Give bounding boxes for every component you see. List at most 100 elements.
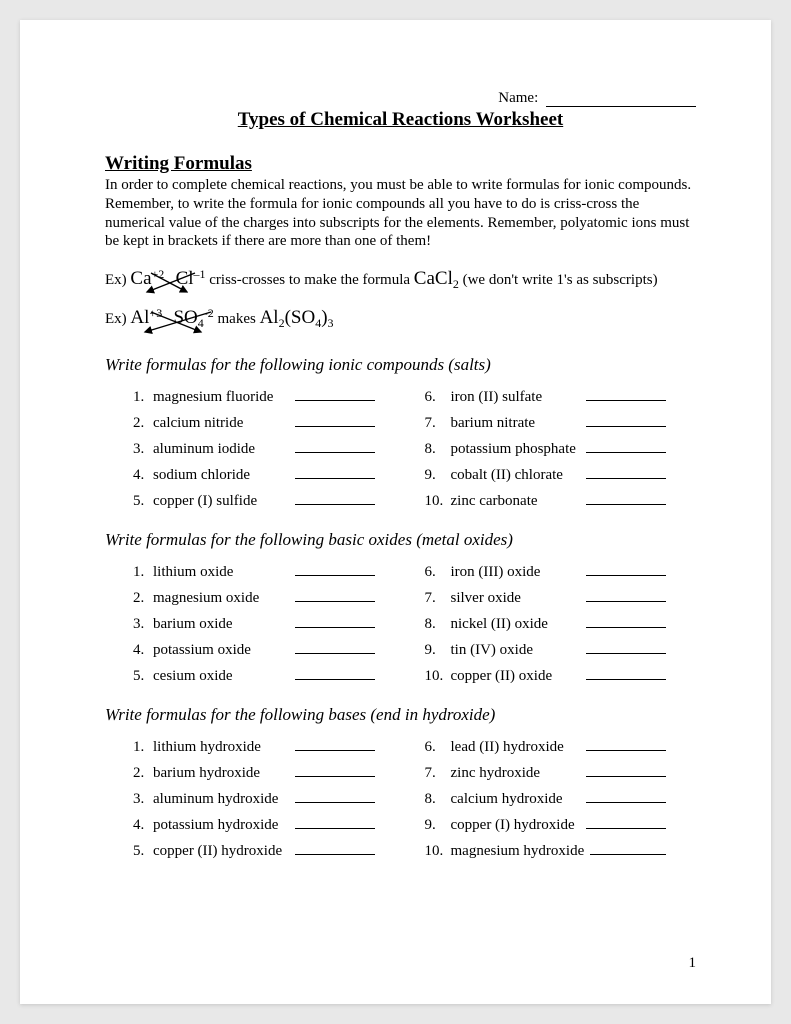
- item-number: 3.: [133, 791, 153, 808]
- compound-name: magnesium oxide: [153, 590, 265, 607]
- list-item: 9.copper (I) hydroxide: [425, 817, 697, 834]
- item-number: 4.: [133, 817, 153, 834]
- item-number: 5.: [133, 668, 153, 685]
- ex2-rc-sub: 3: [328, 316, 334, 330]
- compound-name: lithium hydroxide: [153, 739, 267, 756]
- item-number: 4.: [133, 642, 153, 659]
- item-number: 5.: [133, 843, 153, 860]
- section-writing-formulas-head: Writing Formulas: [105, 153, 696, 175]
- answer-blank[interactable]: [586, 415, 666, 427]
- item-number: 8.: [425, 616, 451, 633]
- answer-blank[interactable]: [295, 616, 375, 628]
- item-number: 10.: [425, 843, 451, 860]
- item-number: 2.: [133, 415, 153, 432]
- answer-blank[interactable]: [586, 668, 666, 680]
- ex1-result: CaCl: [414, 268, 453, 289]
- compound-name: aluminum hydroxide: [153, 791, 284, 808]
- list-item: 5.cesium oxide: [133, 668, 405, 685]
- item-number: 6.: [425, 564, 451, 581]
- list-item: 9.tin (IV) oxide: [425, 642, 697, 659]
- ex1-charge1: +2: [152, 267, 165, 281]
- answer-blank[interactable]: [586, 739, 666, 751]
- compound-name: calcium nitride: [153, 415, 249, 432]
- answer-blank[interactable]: [586, 590, 666, 602]
- page-number: 1: [689, 955, 697, 972]
- answer-blank[interactable]: [586, 441, 666, 453]
- answer-blank[interactable]: [295, 668, 375, 680]
- answer-blank[interactable]: [295, 590, 375, 602]
- sections-container: Write formulas for the following ionic c…: [105, 355, 696, 860]
- answer-blank[interactable]: [295, 791, 375, 803]
- answer-blank[interactable]: [586, 765, 666, 777]
- item-number: 3.: [133, 616, 153, 633]
- ex2-mid: makes: [214, 311, 260, 327]
- compound-name: potassium hydroxide: [153, 817, 284, 834]
- answer-blank[interactable]: [295, 564, 375, 576]
- ex1-charge2: –1: [194, 267, 206, 281]
- answer-blank[interactable]: [586, 791, 666, 803]
- ex2-charge2: -2: [204, 306, 214, 320]
- compound-name: calcium hydroxide: [451, 791, 569, 808]
- compound-name: barium nitrate: [451, 415, 542, 432]
- item-number: 6.: [425, 389, 451, 406]
- list-item: 6.iron (II) sulfate: [425, 389, 697, 406]
- compound-name: aluminum iodide: [153, 441, 261, 458]
- answer-blank[interactable]: [295, 389, 375, 401]
- list-item: 3.barium oxide: [133, 616, 405, 633]
- list-item: 6.lead (II) hydroxide: [425, 739, 697, 756]
- list-item: 8.calcium hydroxide: [425, 791, 697, 808]
- list-item: 7.silver oxide: [425, 590, 697, 607]
- worksheet-page: Name: Types of Chemical Reactions Worksh…: [20, 20, 771, 1004]
- name-input-blank[interactable]: [546, 106, 696, 107]
- ex1-ion1: Ca: [130, 268, 151, 289]
- item-number: 9.: [425, 467, 451, 484]
- answer-blank[interactable]: [586, 616, 666, 628]
- answer-blank[interactable]: [590, 843, 666, 855]
- ex1-ion2: Cl: [176, 268, 194, 289]
- item-number: 3.: [133, 441, 153, 458]
- ex1-prefix: Ex): [105, 272, 130, 288]
- answer-blank[interactable]: [295, 467, 375, 479]
- answer-blank[interactable]: [295, 493, 375, 505]
- answer-blank[interactable]: [586, 642, 666, 654]
- answer-blank[interactable]: [295, 441, 375, 453]
- item-number: 1.: [133, 739, 153, 756]
- answer-blank[interactable]: [586, 817, 666, 829]
- subsection-head: Write formulas for the following basic o…: [105, 530, 696, 550]
- item-number: 5.: [133, 493, 153, 510]
- ex2-rb: (SO: [285, 307, 316, 328]
- item-number: 9.: [425, 817, 451, 834]
- item-number: 7.: [425, 590, 451, 607]
- list-item: 10.zinc carbonate: [425, 493, 697, 510]
- answer-blank[interactable]: [295, 642, 375, 654]
- item-number: 7.: [425, 765, 451, 782]
- list-item: 5.copper (II) hydroxide: [133, 843, 405, 860]
- ex2-ion1: Al: [130, 307, 149, 328]
- compound-name: sodium chloride: [153, 467, 256, 484]
- item-number: 4.: [133, 467, 153, 484]
- answer-blank[interactable]: [586, 493, 666, 505]
- answer-blank[interactable]: [586, 467, 666, 479]
- answer-blank[interactable]: [295, 765, 375, 777]
- subsection-head: Write formulas for the following bases (…: [105, 705, 696, 725]
- subsection-head: Write formulas for the following ionic c…: [105, 355, 696, 375]
- compound-name: magnesium fluoride: [153, 389, 279, 406]
- item-number: 8.: [425, 791, 451, 808]
- answer-blank[interactable]: [586, 389, 666, 401]
- answer-blank[interactable]: [295, 415, 375, 427]
- answer-blank[interactable]: [295, 739, 375, 751]
- ex1-note: (we don't write 1's as subscripts): [459, 272, 658, 288]
- compound-name: copper (I) hydroxide: [451, 817, 581, 834]
- list-item: 5.copper (I) sulfide: [133, 493, 405, 510]
- compound-name: zinc hydroxide: [451, 765, 547, 782]
- compound-name: silver oxide: [451, 590, 527, 607]
- list-item: 7.barium nitrate: [425, 415, 697, 432]
- answer-blank[interactable]: [586, 564, 666, 576]
- compound-name: lithium oxide: [153, 564, 239, 581]
- list-item: 1.magnesium fluoride: [133, 389, 405, 406]
- list-item: 4.potassium oxide: [133, 642, 405, 659]
- list-item: 2.magnesium oxide: [133, 590, 405, 607]
- answer-blank[interactable]: [295, 817, 375, 829]
- list-item: 3.aluminum hydroxide: [133, 791, 405, 808]
- answer-blank[interactable]: [295, 843, 375, 855]
